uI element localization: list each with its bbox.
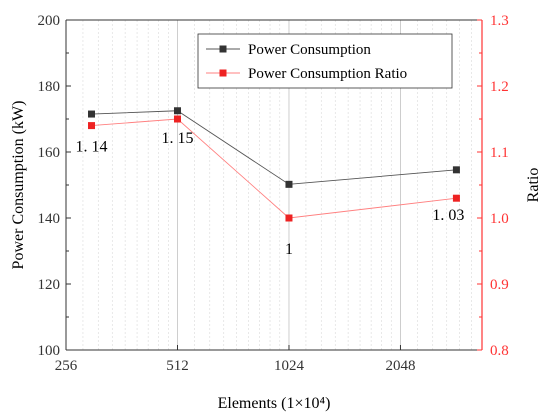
legend-label-1: Power Consumption	[248, 42, 371, 58]
left-y-axis-title: Power Consumption (kW)	[10, 101, 27, 270]
right-y-tick-label: 1.2	[490, 79, 509, 95]
left-y-tick-label: 180	[38, 79, 61, 95]
left-y-tick-label: 140	[38, 211, 61, 227]
series-1-point	[173, 107, 181, 115]
right-y-tick-label: 0.9	[490, 277, 509, 293]
legend-marker-2	[219, 69, 227, 77]
data-label: 1. 15	[161, 130, 193, 147]
x-tick-label: 256	[55, 358, 78, 374]
series-line-1	[91, 110, 457, 185]
x-tick-label: 1024	[274, 358, 305, 374]
right-y-tick-label: 1.3	[490, 13, 509, 29]
right-y-axis-title: Ratio	[525, 168, 542, 203]
left-y-tick-label: 160	[38, 145, 61, 161]
series-line-2	[91, 118, 457, 219]
legend-marker-1	[219, 45, 227, 53]
x-tick-label: 512	[166, 358, 189, 374]
series-1-point	[88, 110, 96, 118]
legend-box	[197, 33, 453, 89]
series-2-point	[173, 115, 181, 123]
left-y-tick-label: 120	[38, 277, 61, 293]
series-2-point	[452, 194, 460, 202]
series-1-point	[285, 180, 293, 188]
labels-layer: 1. 14 1. 15 1 1. 03	[76, 130, 465, 258]
x-axis-title: Elements (1×10⁴)	[218, 395, 331, 412]
right-y-tick-label: 1.1	[490, 145, 509, 161]
legend: Power Consumption Power Consumption Ratio	[197, 33, 453, 89]
right-y-tick-label: 1.0	[490, 211, 509, 227]
series-layer	[88, 107, 460, 222]
series-1-point	[452, 166, 460, 174]
left-y-tick-label: 200	[38, 13, 61, 29]
x-tick-label: 2048	[385, 358, 415, 374]
legend-label-2: Power Consumption Ratio	[248, 66, 407, 82]
data-label: 1	[285, 241, 293, 258]
series-2-point	[88, 122, 96, 130]
data-label: 1. 03	[432, 207, 464, 224]
data-label: 1. 14	[76, 139, 108, 156]
series-2-point	[285, 214, 293, 222]
right-y-tick-label: 0.8	[490, 343, 509, 359]
left-y-tick-label: 100	[38, 343, 61, 359]
axes-layer: 256 512 1024 2048 100 120 140 160 180 200 0.8 0.9 1.…	[10, 13, 542, 412]
